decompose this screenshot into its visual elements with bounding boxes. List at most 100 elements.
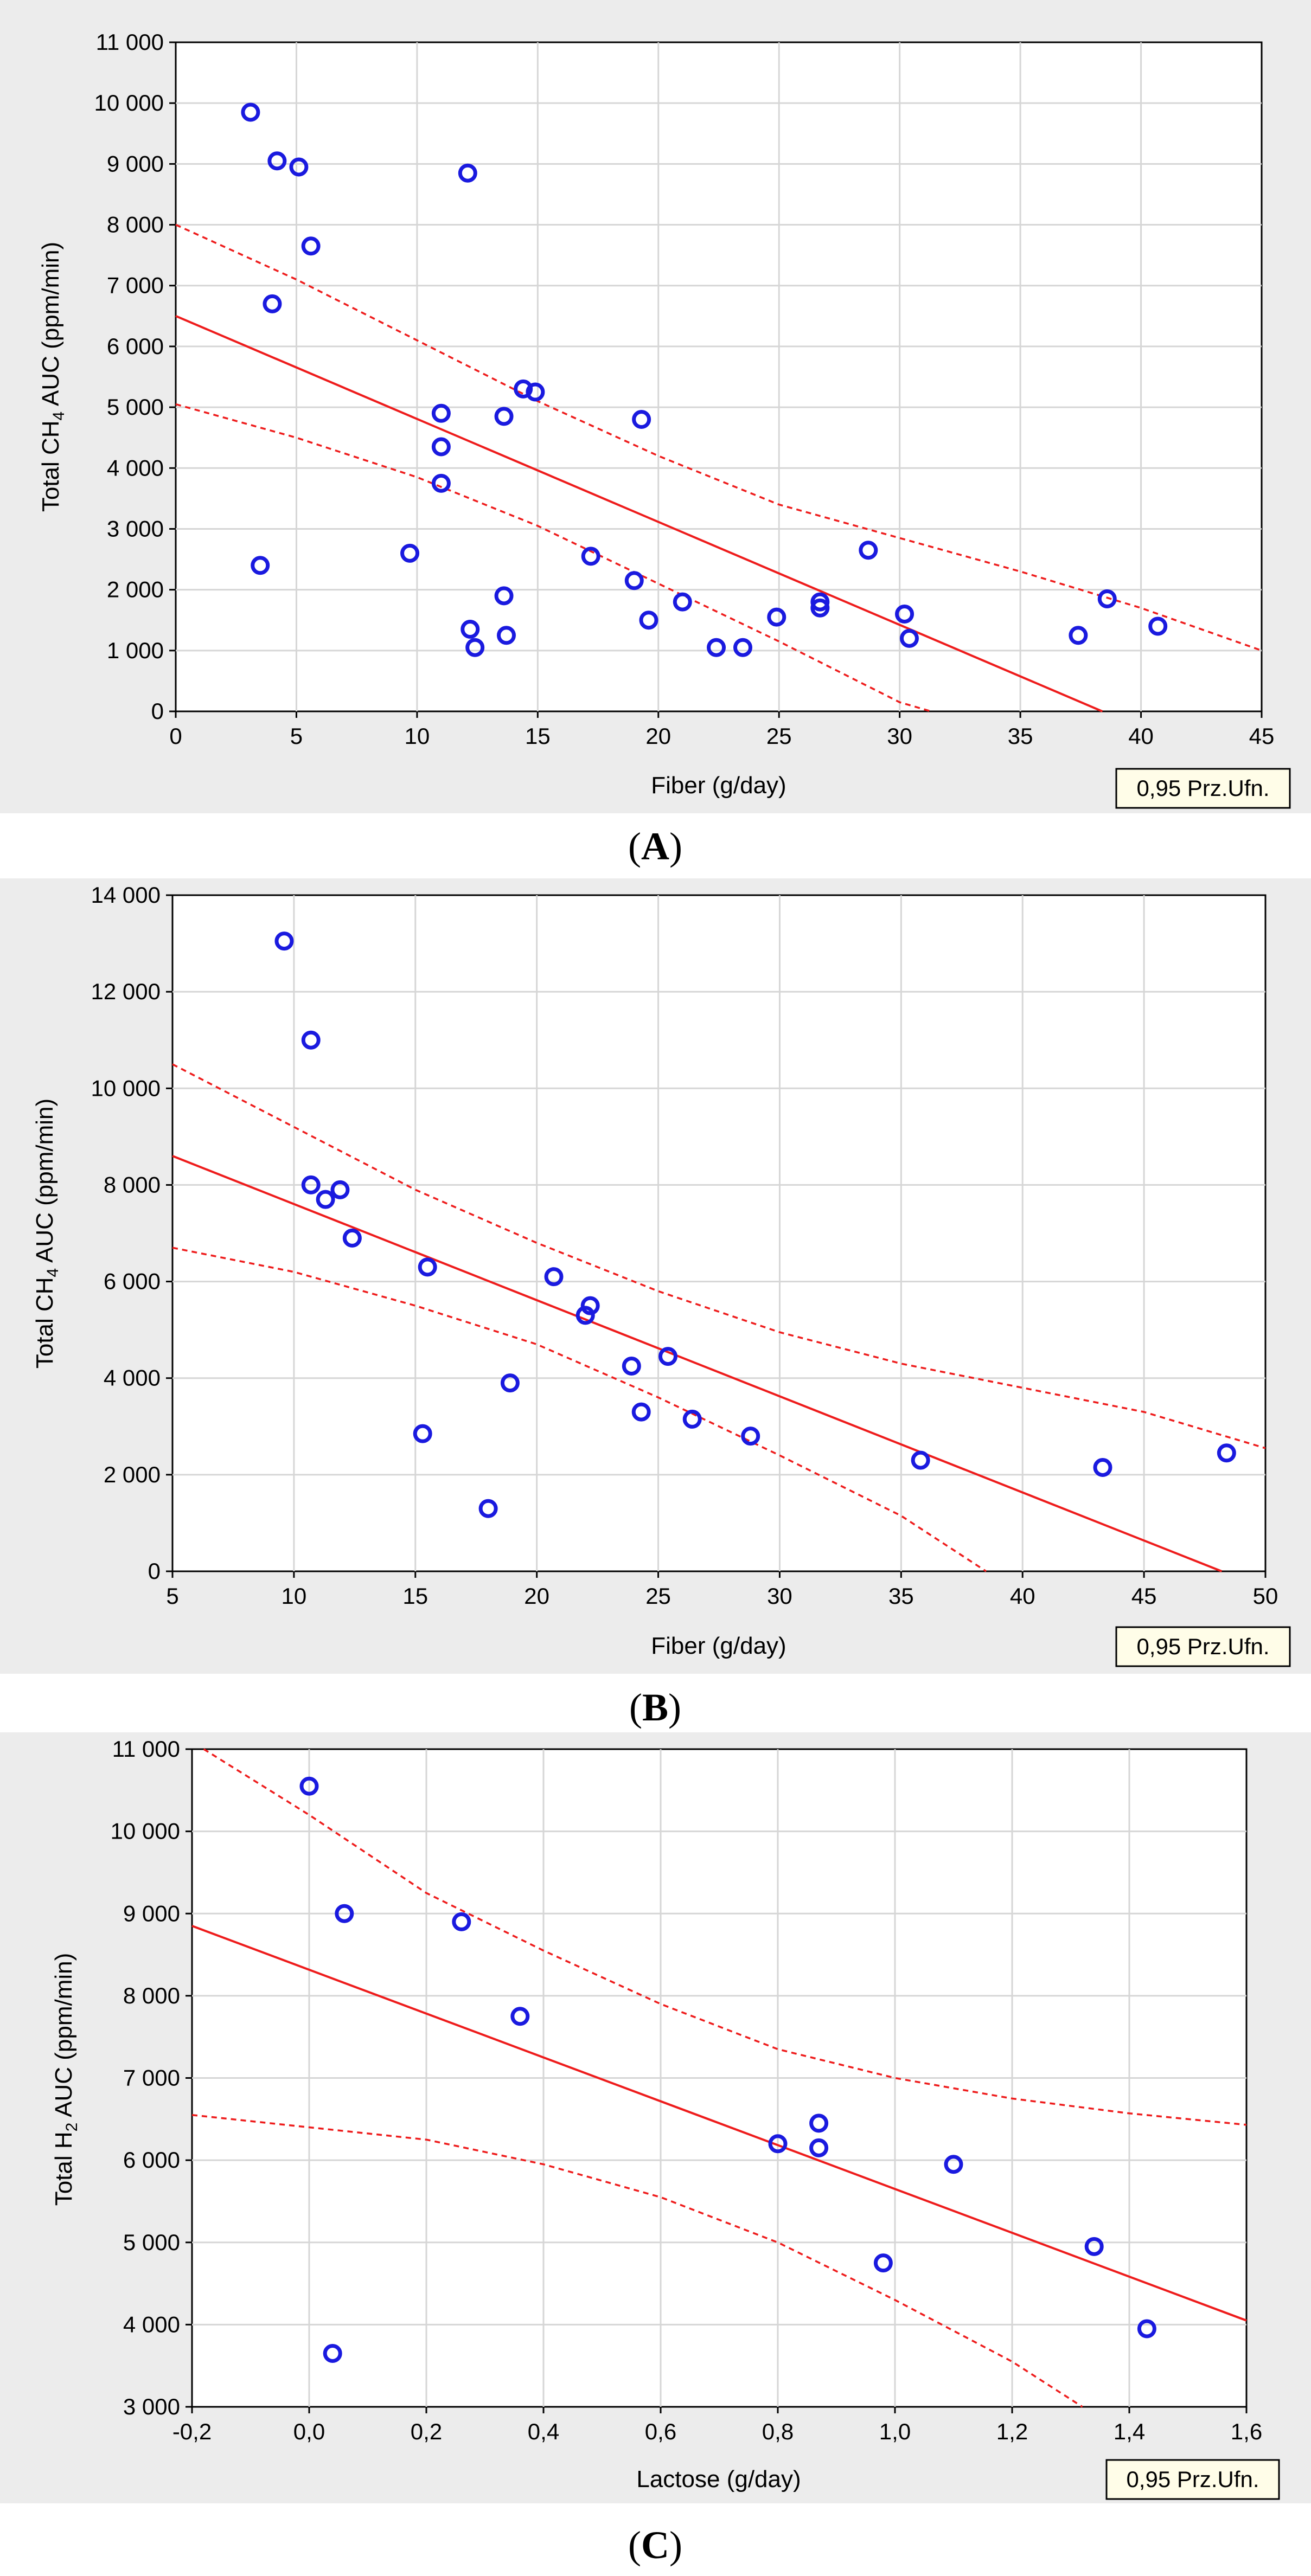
panel-b-plot-area [171,894,1267,1572]
panel-b-data-point [500,1373,520,1393]
panel-b-y-tick-label: 4 000 [104,1365,161,1391]
panel-c-x-tick-label: 0,8 [762,2419,794,2444]
panel-a-data-point [673,592,692,612]
panel-a-data-point [581,547,600,566]
panel-b-data-point [911,1450,930,1470]
panel-a-data-point [733,638,752,657]
panel-a-data-point [241,102,260,122]
panel-a-data-point [431,437,451,457]
panel-a-data-point [461,620,480,639]
panel-c-y-tick-label: 9 000 [123,1900,180,1926]
panel-a-y-tick-label: 8 000 [107,212,164,237]
panel-a-data-point [707,638,726,657]
panel-a-x-tick-label: 45 [1249,723,1275,749]
panel-b-confidence-lower [172,1247,987,1572]
panel-a-data-point [526,382,545,402]
panel-b-data-point [301,1030,321,1050]
panel-c-y-label-prefix: Total H [50,2131,77,2206]
panel-a-data-point [289,157,309,177]
panel-b-y-label-subscript: 4 [44,1268,62,1277]
panel-a-data-point [1097,589,1117,608]
panel-a-y-axis-label: Total CH4 AUC (ppm/min) [37,242,68,512]
panel-c-x-tick-label: -0,2 [172,2419,212,2444]
panel-b-legend-label: 0,95 Prz.Ufn. [1136,1634,1269,1659]
panel-b-data-point [741,1427,760,1446]
panel-b-x-tick-label: 35 [888,1583,914,1609]
panel-b-y-tick-label: 14 000 [91,882,161,908]
panel-c-y-tick-label: 4 000 [123,2311,180,2337]
panel-b-confidence-upper [172,1063,1266,1449]
panel-b-series [172,932,1266,1572]
panel-b-x-tick-label: 25 [645,1583,671,1609]
panel-a-y-label-suffix: AUC (ppm/min) [37,242,64,412]
caption-a-letter: A [641,825,669,868]
panel-a-data-point [494,586,514,606]
panel-c-data-point [1084,2237,1104,2256]
panel-a-data-point [1148,616,1168,636]
panel-a-y-tick-label: 0 [151,698,164,724]
panel-c-y-tick-label: 6 000 [123,2147,180,2173]
panel-a-data-point [810,592,830,612]
panel-a-data-point [263,294,282,313]
panel-c-y-tick-label: 11 000 [112,1736,180,1762]
panel-a-data-point [301,236,321,256]
panel-b-x-tick-label: 15 [402,1583,428,1609]
panel-a-data-point [458,163,477,183]
caption-c: (C) [628,2523,682,2567]
panel-c-x-tick-label: 1,6 [1231,2419,1262,2444]
panel-a-data-point [496,626,516,645]
panel-b-x-tick-label: 30 [767,1583,792,1609]
panel-c-y-tick-label: 3 000 [123,2394,180,2419]
panel-a-y-tick-label: 4 000 [107,455,164,480]
panel-c-y-tick-label: 8 000 [123,1983,180,2008]
panel-a-x-tick-label: 0 [169,723,182,749]
panel-b-data-point [580,1296,600,1315]
panel-b-y-label-suffix: AUC (ppm/min) [31,1099,58,1268]
panel-a-ticks: 0 5 10 15 20 25 30 35 40 45 0 1 000 2 000 3 000 4 000 5… [94,29,1275,749]
caption-b-letter: B [642,1686,668,1729]
panel-a-data-point [267,151,287,171]
panel-a-x-tick-label: 20 [645,723,671,749]
panel-b-y-tick-label: 10 000 [91,1075,161,1101]
panel-a-data-point [767,607,786,627]
panel-c-data-point [452,1912,471,1931]
caption-c-letter: C [641,2523,669,2567]
panel-c-grid [192,1749,1246,2407]
panel-c-legend: 0,95 Prz.Ufn. [1105,2459,1280,2500]
panel-b-grid [172,895,1265,1571]
panel-b: 5 10 15 20 25 30 35 40 45 50 0 2 000 4 000 6 000 8 000… [0,878,1311,1674]
panel-a-y-tick-label: 10 000 [94,90,164,115]
panel-b-data-point [1093,1457,1112,1477]
panel-b-data-point [622,1356,641,1376]
panel-b-legend-box [1115,1626,1291,1667]
panel-a-data-point [514,379,533,399]
panel-b-x-axis-label: Fiber (g/day) [651,1633,786,1659]
panel-c-data-point [873,2253,893,2273]
panel-a-data-point [810,598,830,618]
panel-c-confidence-upper [203,1748,1247,2126]
panel-a-y-tick-label: 1 000 [107,638,164,663]
panel-a-y-tick-label: 3 000 [107,516,164,541]
panel-a-x-tick-label: 5 [290,723,303,749]
panel-b-y-axis-label: Total CH4 AUC (ppm/min) [31,1099,62,1369]
panel-c-x-axis-label: Lactose (g/day) [636,2466,801,2493]
panel-b-y-label-prefix: Total CH [31,1277,58,1369]
panel-b-ticks: 5 10 15 20 25 30 35 40 45 50 0 2 000 4 000 6 000 8 000… [91,882,1278,1609]
panel-a-data-point [431,473,451,493]
panel-a-legend-box [1115,768,1291,809]
panel-c-data-point [510,2007,530,2026]
panel-a-y-tick-label: 6 000 [107,333,164,359]
panel-a-legend: 0,95 Prz.Ufn. [1115,768,1291,809]
panel-c-y-axis-label: Total H2 AUC (ppm/min) [50,1953,81,2206]
panel-a-y-tick-label: 11 000 [96,29,164,55]
panel-a-data-point [465,638,485,657]
panel-c-regression-line [191,1925,1247,2322]
panel-b-x-tick-label: 40 [1010,1583,1035,1609]
panel-c-x-tick-label: 0,6 [645,2419,676,2444]
panel-a-y-tick-label: 2 000 [107,577,164,602]
panel-a-series [175,102,1262,712]
panel-c-x-tick-label: 1,4 [1114,2419,1145,2444]
panel-b-data-point [342,1228,362,1248]
panel-c-data-point [299,1776,319,1796]
